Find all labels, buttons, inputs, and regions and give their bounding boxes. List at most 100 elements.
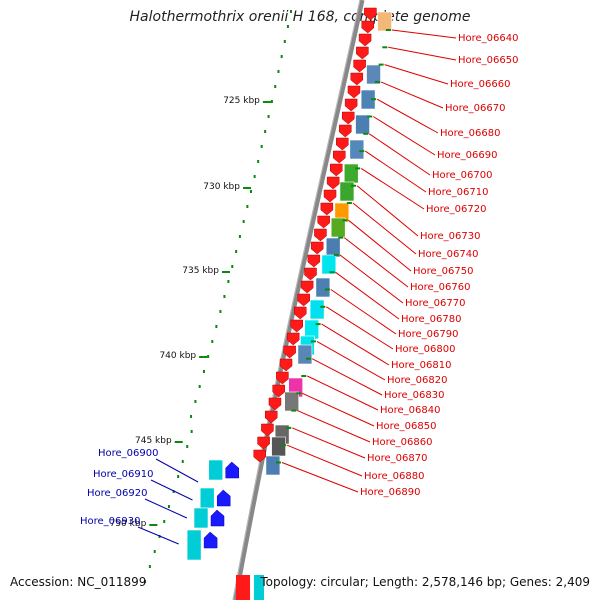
gene-leader-line: [368, 133, 431, 176]
ruler-major-tick: [199, 356, 208, 358]
forward-gene-label: Hore_06750: [413, 266, 474, 277]
gene-leader-line: [391, 29, 457, 39]
gene-anchor-tick: [286, 426, 292, 429]
gene-anchor-tick: [346, 202, 352, 204]
gene-block: [315, 277, 331, 298]
ruler-tick: [181, 460, 184, 463]
forward-gene-label: Hore_06680: [440, 128, 501, 139]
forward-gene-label: Hore_06650: [458, 55, 519, 66]
forward-gene-label: Hore_06700: [432, 170, 493, 181]
gene-anchor-tick: [338, 236, 344, 239]
gene-block: [265, 455, 281, 476]
ruler-tick: [289, 10, 292, 13]
reverse-gene-leader: [150, 479, 193, 501]
gene-anchor-tick: [275, 461, 281, 464]
ruler-tick: [223, 295, 226, 298]
ruler-tick: [250, 190, 253, 193]
forward-gene-arrow: [268, 397, 282, 411]
gene-leader-line: [380, 81, 444, 109]
reverse-gene-leader: [144, 498, 188, 519]
gene-leader-line: [286, 444, 363, 477]
reverse-gene-block: [186, 529, 202, 561]
gene-leader-line: [343, 237, 409, 288]
forward-gene-arrow: [310, 241, 324, 255]
gene-leader-line: [384, 64, 449, 85]
ruler-tick: [260, 145, 263, 148]
ruler-major-tick: [149, 524, 158, 526]
ruler-label: 745 kbp: [135, 436, 172, 446]
gene-leader-line: [307, 375, 379, 411]
ruler-tick: [286, 25, 289, 28]
forward-gene-label: Hore_06770: [405, 298, 466, 309]
ruler-tick: [267, 115, 270, 118]
gene-anchor-tick: [359, 150, 365, 153]
ruler-tick: [202, 370, 205, 373]
gene-anchor-tick: [371, 98, 377, 101]
gene-block: [349, 139, 365, 160]
forward-gene-label: Hore_06720: [426, 204, 487, 215]
ruler-tick: [257, 160, 260, 163]
ruler-major-tick: [262, 101, 271, 103]
gene-anchor-tick: [324, 288, 330, 291]
reverse-gene-label: Hore_06920: [87, 488, 148, 499]
forward-gene-arrow: [344, 98, 358, 112]
gene-leader-line: [364, 150, 427, 193]
forward-gene-arrow: [341, 111, 355, 125]
forward-gene-arrow: [264, 410, 278, 424]
gene-block: [343, 163, 359, 184]
reverse-gene-arrow: [210, 509, 225, 527]
ruler-tick: [198, 385, 201, 388]
ruler-tick: [227, 280, 230, 283]
forward-gene-label: Hore_06830: [384, 390, 445, 401]
forward-gene-arrow: [356, 46, 369, 60]
gene-anchor-tick: [374, 80, 380, 83]
gene-block: [355, 114, 370, 135]
gene-leader-line: [311, 358, 383, 396]
gene-leader-line: [321, 323, 390, 366]
gene-leader-line: [297, 410, 371, 443]
gene-anchor-tick: [382, 46, 388, 49]
gene-anchor-tick: [342, 219, 348, 222]
gene-leader-line: [281, 462, 359, 493]
ruler-tick: [219, 310, 222, 313]
ruler-tick: [190, 430, 193, 433]
gene-leader-line: [330, 289, 397, 335]
gene-leader-line: [372, 116, 436, 156]
forward-gene-arrow: [336, 137, 349, 151]
ruler-tick: [253, 175, 256, 178]
reverse-gene-block: [193, 507, 209, 529]
gene-anchor-tick: [306, 357, 312, 360]
forward-gene-arrow: [257, 436, 270, 450]
forward-gene-arrow: [317, 215, 330, 229]
gene-block: [321, 254, 337, 275]
ruler-tick: [283, 40, 286, 43]
ruler-tick: [177, 475, 180, 478]
ruler-tick: [167, 505, 170, 508]
forward-gene-arrow: [320, 202, 334, 216]
ruler-label: 730 kbp: [203, 182, 240, 192]
ruler-tick: [186, 445, 189, 448]
ruler-tick: [246, 205, 249, 208]
ruler-label: 735 kbp: [182, 266, 219, 276]
forward-gene-arrow: [326, 176, 340, 190]
forward-gene-label: Hore_06850: [376, 421, 437, 432]
forward-gene-arrow: [297, 293, 310, 307]
partial-gene-block: [236, 575, 250, 600]
ruler-tick: [231, 265, 234, 268]
ruler-tick: [264, 130, 267, 133]
genome-backbone: [232, 0, 365, 600]
ruler-tick: [194, 400, 197, 403]
gene-anchor-tick: [355, 167, 361, 170]
reverse-gene-label: Hore_06930: [80, 516, 141, 527]
forward-gene-label: Hore_06640: [458, 33, 519, 44]
gene-leader-line: [316, 340, 386, 381]
forward-gene-arrow: [261, 423, 274, 437]
forward-gene-label: Hore_06730: [420, 231, 481, 242]
forward-gene-arrow: [329, 163, 343, 177]
forward-gene-arrow: [276, 371, 289, 385]
forward-gene-label: Hore_06670: [445, 103, 506, 114]
ruler-tick: [242, 220, 245, 223]
gene-leader-line: [302, 392, 375, 427]
forward-gene-label: Hore_06780: [401, 314, 462, 325]
ruler-tick: [211, 340, 214, 343]
